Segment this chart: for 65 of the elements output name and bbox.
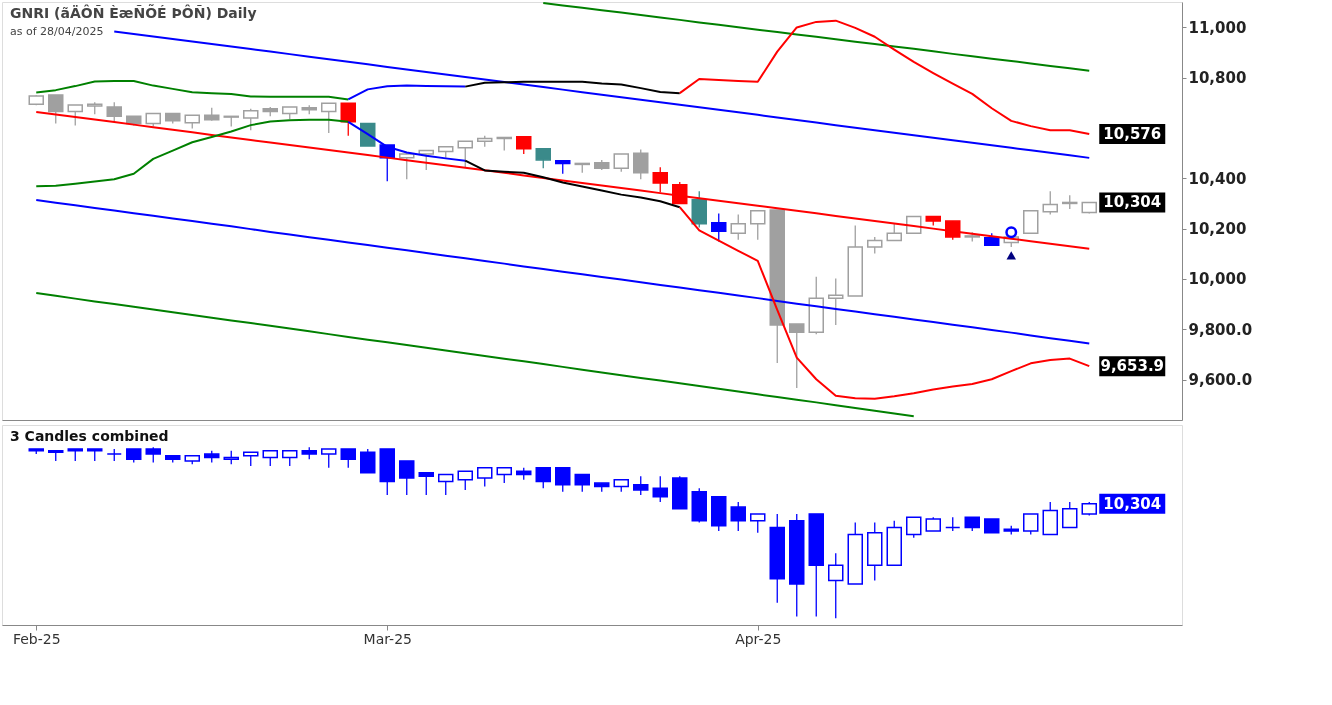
text: as of 28/04/2025 [10,25,104,38]
candlestick [789,323,805,389]
line-series [464,80,681,95]
line-series [35,292,915,418]
candlestick [1042,501,1058,536]
candlestick [1062,501,1078,529]
candlestick [106,101,122,123]
candlestick [555,466,571,493]
candlestick [321,448,337,469]
candlestick [418,472,434,496]
candlestick [1023,210,1039,234]
y-tick-label: 10,400 [1188,169,1247,188]
x-tick-label: Mar-25 [363,630,412,647]
y-tick-label: 10,200 [1188,220,1247,239]
candlestick [438,473,454,496]
line-series [347,84,467,101]
candlestick [730,213,746,241]
candlestick [750,210,766,241]
candlestick [535,466,551,489]
y-tick-label: 9,600.0 [1188,371,1253,390]
data-label: 9,653.9 [1100,357,1165,376]
candlestick [828,552,844,619]
candlestick [457,470,473,491]
candlestick [399,460,415,496]
candlestick [243,108,259,131]
candlestick [477,466,493,488]
line-series [464,159,681,209]
candlestick [418,149,434,171]
candlestick [652,166,668,194]
candlestick [633,148,649,180]
chart-title: 3 Candles combined [10,428,169,444]
candlestick [1042,190,1058,216]
line-series [113,30,1091,159]
candlestick [535,148,551,169]
line-series [35,80,350,101]
candlestick [945,220,961,241]
y-tick-label: 10,800 [1188,69,1247,88]
text: 10,304 [1103,494,1162,513]
x-tick-label: Apr-25 [735,630,782,647]
chart-title: GNRI (ãÄÔÑ ÈæÑÕÉ ÞÔÑ) Daily [10,4,257,21]
candlestick [340,448,356,469]
x-tick-label: Feb-25 [12,630,61,647]
candlestick [633,475,649,496]
y-tick-label: 11,000 [1188,18,1247,37]
candlestick [67,104,83,127]
candlestick [730,501,746,532]
candlestick [399,152,415,180]
candlestick [828,277,844,326]
candlestick [652,475,668,503]
candlestick [457,140,473,168]
y-tick-label: 10,000 [1188,270,1247,289]
line-series [35,198,1091,345]
candlestick [1023,513,1039,536]
line-series [542,2,1091,72]
candlestick [750,513,766,534]
text: 10,304 [1103,193,1162,212]
candlestick [906,516,922,539]
y-tick-label: 9,800.0 [1188,320,1253,339]
data-label: 10,576 [1103,124,1162,143]
candlestick [321,102,337,134]
candlestick [672,181,688,205]
candlestick [48,94,64,125]
candlestick [360,448,376,474]
line-series [678,19,1091,135]
candlestick [340,102,356,137]
